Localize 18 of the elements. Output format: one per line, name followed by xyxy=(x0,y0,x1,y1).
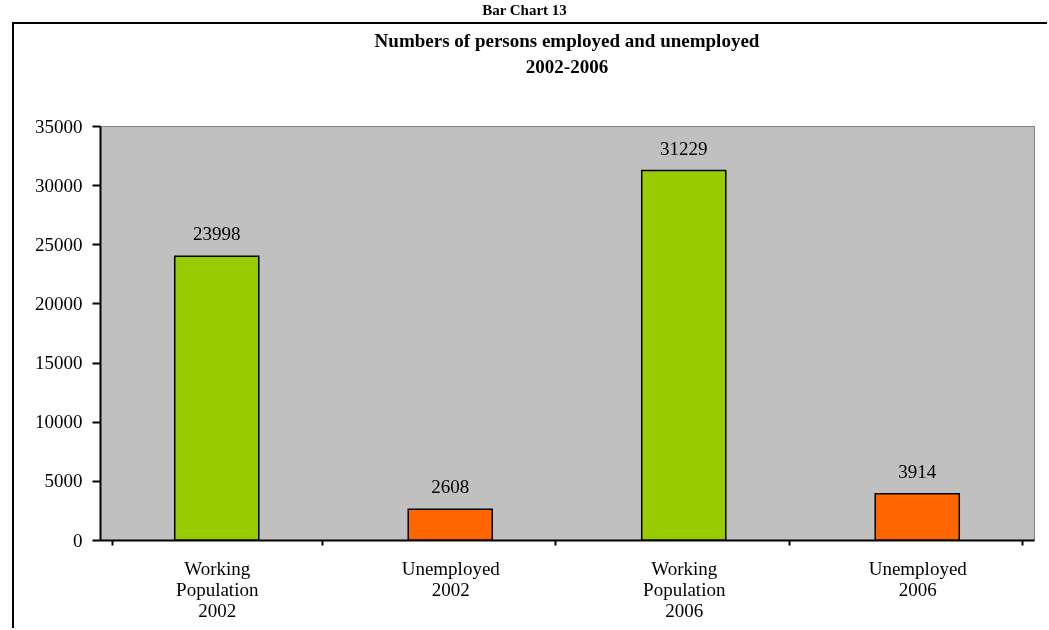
data-label: 3914 xyxy=(898,460,937,482)
y-tick-label: 25000 xyxy=(35,233,83,255)
x-tick-label: Unemployed 2006 xyxy=(868,557,968,600)
y-tick-label: 35000 xyxy=(35,115,83,137)
x-tick-label: Working Population 2006 xyxy=(643,557,726,621)
y-tick-label: 30000 xyxy=(35,174,83,196)
y-tick-label: 20000 xyxy=(35,292,83,314)
x-tick-label: Working Population 2002 xyxy=(176,557,259,621)
y-tick-label: 15000 xyxy=(35,352,83,374)
y-tick-label: 10000 xyxy=(35,411,83,433)
data-label: 31229 xyxy=(660,137,708,159)
x-tick-label: Unemployed 2002 xyxy=(401,557,501,600)
y-tick-label: 0 xyxy=(73,529,83,551)
y-tick-label: 5000 xyxy=(44,470,83,492)
chart-title: Numbers of persons employed and unemployed 2002-2006 xyxy=(374,30,760,77)
data-label: 23998 xyxy=(193,223,241,245)
text: Bar Chart 13 xyxy=(481,1,568,20)
data-label: 2608 xyxy=(431,476,470,498)
